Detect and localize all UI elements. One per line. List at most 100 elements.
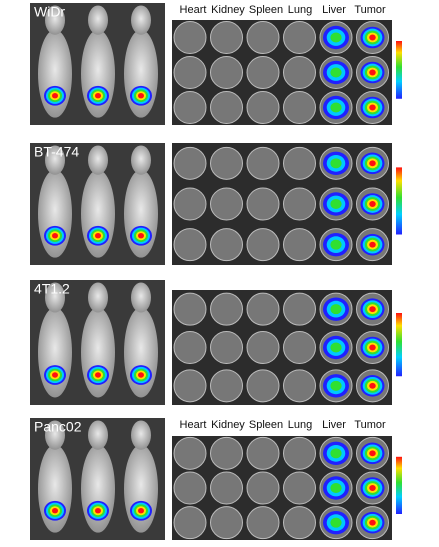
well — [173, 331, 207, 364]
organ-label: Lung — [288, 4, 312, 16]
well — [210, 331, 243, 364]
well — [246, 187, 280, 221]
signal — [52, 372, 58, 378]
well — [210, 91, 243, 124]
organ-label: Liver — [322, 4, 346, 16]
signal — [330, 239, 342, 250]
signal — [330, 482, 342, 494]
signal — [330, 448, 342, 459]
signal — [369, 519, 376, 526]
well — [173, 21, 207, 54]
well — [283, 146, 316, 180]
well — [246, 21, 280, 54]
well — [283, 369, 316, 403]
mouse-head — [45, 282, 65, 313]
color-bar — [396, 167, 402, 235]
organ-label: Heart — [180, 419, 207, 431]
cell-line-label: 4T1.2 — [34, 280, 70, 296]
signal — [52, 233, 58, 239]
signal — [330, 380, 342, 391]
mouse-head — [131, 282, 151, 313]
plate-image — [172, 20, 392, 125]
signal — [52, 508, 58, 514]
cell-line-label: BT-474 — [34, 143, 79, 159]
well — [283, 91, 316, 124]
mouse-head — [88, 420, 108, 450]
well — [246, 146, 280, 180]
signal — [369, 485, 376, 491]
signal — [330, 517, 342, 528]
well — [173, 471, 207, 505]
signal — [95, 93, 101, 99]
organ-label: Lung — [288, 419, 312, 431]
signal — [369, 69, 376, 76]
well — [210, 228, 243, 262]
well — [246, 506, 280, 540]
well — [246, 436, 280, 470]
well — [210, 369, 243, 403]
well — [173, 506, 207, 540]
signal — [369, 306, 376, 313]
signal — [369, 104, 376, 111]
signal — [369, 241, 376, 248]
mouse-head — [131, 145, 151, 175]
well — [283, 471, 316, 505]
well — [210, 56, 243, 89]
well — [173, 228, 207, 262]
mouse-head — [131, 420, 151, 450]
well — [246, 331, 280, 364]
well — [210, 292, 243, 326]
signal — [330, 67, 342, 78]
signal — [369, 344, 376, 351]
organ-label: Spleen — [249, 419, 283, 431]
well — [210, 187, 243, 221]
signal — [52, 93, 58, 99]
color-bar — [396, 313, 402, 377]
well — [210, 146, 243, 180]
well — [173, 56, 207, 89]
signal — [138, 233, 144, 239]
signal — [330, 158, 342, 169]
signal — [95, 508, 101, 514]
well — [283, 187, 316, 221]
signal — [95, 233, 101, 239]
mouse-head — [45, 5, 65, 35]
organ-label: Kidney — [211, 4, 245, 16]
well — [173, 292, 207, 326]
well — [283, 228, 316, 262]
mouse-head — [88, 145, 108, 175]
plate-image — [172, 143, 392, 265]
signal — [330, 342, 342, 353]
signal — [330, 304, 342, 315]
well — [210, 436, 243, 470]
well — [173, 369, 207, 403]
signal — [369, 34, 376, 41]
well — [246, 228, 280, 262]
well — [283, 436, 316, 470]
organ-label: Spleen — [249, 4, 283, 16]
signal — [330, 102, 342, 113]
well — [210, 21, 243, 54]
color-bar — [396, 456, 402, 514]
color-bar — [396, 41, 402, 99]
mouse-head — [45, 145, 65, 175]
well — [173, 91, 207, 124]
signal — [138, 372, 144, 378]
well — [283, 331, 316, 364]
well — [173, 146, 207, 180]
organ-label: Tumor — [354, 4, 386, 16]
signal — [369, 382, 376, 389]
organ-label: Kidney — [211, 419, 245, 431]
signal — [138, 93, 144, 99]
signal — [138, 508, 144, 514]
well — [246, 292, 280, 326]
mouse-head — [88, 5, 108, 35]
cell-line-label: WiDr — [34, 3, 65, 19]
cell-line-label: Panc02 — [34, 418, 82, 434]
mouse-head — [131, 5, 151, 35]
signal — [330, 32, 342, 43]
organ-label: Liver — [322, 419, 346, 431]
organ-label: Tumor — [354, 419, 386, 431]
well — [173, 187, 207, 221]
